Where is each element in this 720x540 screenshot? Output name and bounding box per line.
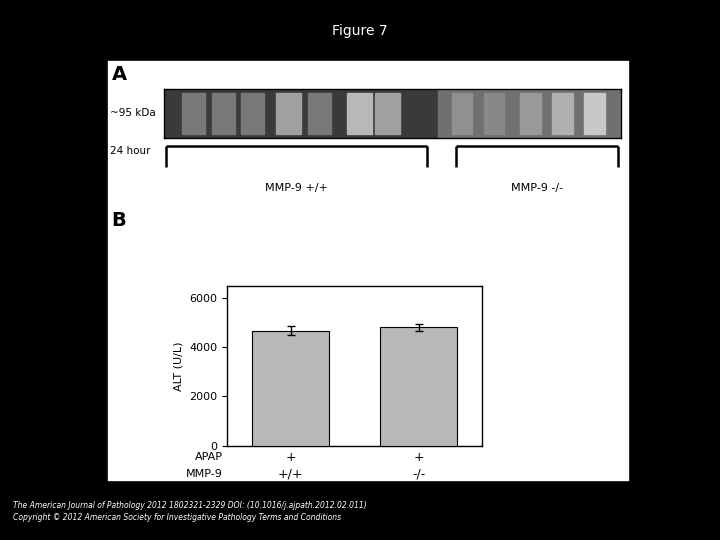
Text: +: + <box>413 451 424 464</box>
Text: B: B <box>112 211 126 229</box>
Text: APAP: APAP <box>195 453 223 462</box>
Text: Time (hr): Time (hr) <box>172 486 223 496</box>
Bar <box>276 93 301 134</box>
Text: +/+: +/+ <box>278 468 303 481</box>
Bar <box>241 93 264 134</box>
Text: MMP-9 -/-: MMP-9 -/- <box>511 183 564 193</box>
Text: 24: 24 <box>282 484 300 497</box>
Bar <box>380 327 456 446</box>
Bar <box>375 93 400 134</box>
Text: MMP-9: MMP-9 <box>186 469 223 479</box>
Text: +: + <box>285 451 296 464</box>
Text: MMP-9 +/+: MMP-9 +/+ <box>265 183 328 193</box>
Text: ~95 kDa: ~95 kDa <box>110 109 156 118</box>
Y-axis label: ALT (U/L): ALT (U/L) <box>174 341 184 390</box>
Bar <box>308 93 330 134</box>
Text: A: A <box>112 65 127 84</box>
Bar <box>182 93 205 134</box>
Text: 24: 24 <box>410 484 427 497</box>
Text: 24 hour: 24 hour <box>110 146 150 156</box>
Text: Copyright © 2012 American Society for Investigative Pathology Terms and Conditio: Copyright © 2012 American Society for In… <box>13 513 341 522</box>
Bar <box>584 93 605 134</box>
Bar <box>347 93 372 134</box>
Bar <box>212 93 235 134</box>
Text: Figure 7: Figure 7 <box>332 24 388 38</box>
Bar <box>484 93 504 134</box>
Bar <box>451 93 472 134</box>
Bar <box>552 93 572 134</box>
Text: The American Journal of Pathology 2012 1802321-2329 DOI: (10.1016/j.ajpath.2012.: The American Journal of Pathology 2012 1… <box>13 501 366 510</box>
Text: -/-: -/- <box>412 468 425 481</box>
Bar <box>253 331 329 445</box>
Bar <box>521 93 541 134</box>
Bar <box>438 89 621 138</box>
